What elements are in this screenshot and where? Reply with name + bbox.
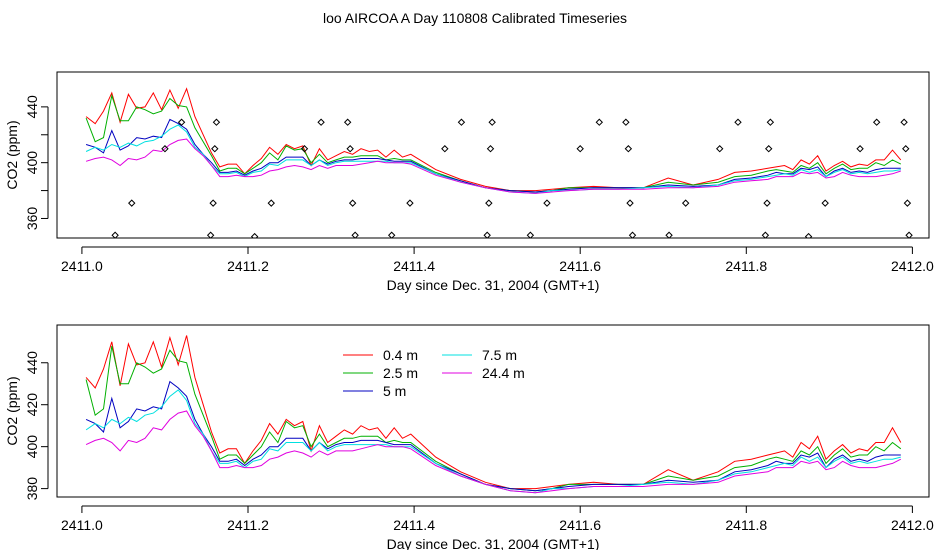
x-tick-label: 2411.4 [393,517,435,533]
data-point-marker [206,231,215,238]
y-tick-label: 420 [24,393,40,417]
series-line-7-5-m [85,124,901,194]
series-line-2-5-m [85,93,902,193]
data-point-marker [734,118,742,126]
x-tick-label: 2411.0 [61,517,103,533]
bottom-panel: 2411.0 2411.2 2411.4 2411.6 2411.8 2412.0 Day … [4,324,934,550]
data-point-marker [804,232,813,238]
y-axis-title: CO2 (ppm) [4,376,20,445]
data-point-marker [900,118,908,126]
data-point-marker [177,118,186,126]
series-line-5-m [85,380,901,492]
data-point-marker [457,118,466,126]
data-point-marker [348,199,357,207]
data-point-marker [161,145,169,153]
legend-label-2-5-m: 2.5 m [383,365,418,381]
data-point-marker [111,231,119,238]
data-point-marker [485,199,493,207]
x-tick-label: 2411.6 [559,517,601,533]
data-point-marker [766,118,775,126]
series-line-5-m [85,118,901,193]
data-point-marker [343,118,352,126]
x-tick-label: 2412.0 [891,258,934,274]
data-point-marker [483,231,491,238]
data-point-marker [209,199,217,207]
y-tick-label: 360 [24,207,40,231]
data-point-marker [488,118,496,126]
series-line-7-5-m [85,389,901,494]
data-point-marker [626,199,634,207]
page-title: loo AIRCOA A Day 110808 Calibrated Times… [322,10,627,26]
y-tick-label: 400 [24,435,40,459]
data-point-marker [624,145,633,153]
data-point-marker [346,145,354,153]
data-point-marker [628,231,637,238]
y-tick-label: 380 [24,477,40,501]
y-tick-label: 440 [24,95,40,119]
x-tick-label: 2411.4 [393,258,435,274]
series-line-24-4-m [85,410,902,494]
series-line-24-4-m [85,138,901,194]
data-point-marker [267,199,275,207]
legend-label-0-4-m: 0.4 m [383,347,418,363]
data-point-marker [665,231,673,238]
data-point-marker [300,145,309,153]
data-point-marker [856,145,864,153]
data-point-marker [211,145,219,153]
x-tick-label: 2411.8 [725,517,767,533]
plot-frame [56,71,930,239]
x-axis-title: Day since Dec. 31, 2004 (GMT+1) [387,536,600,550]
data-point-marker [317,118,325,126]
x-tick-label: 2411.8 [725,258,767,274]
data-point-marker [441,145,449,153]
plot-frame [56,324,930,498]
x-tick-label: 2411.2 [227,258,269,274]
data-point-marker [905,231,913,238]
data-point-marker [902,145,910,153]
y-tick-label: 400 [24,151,40,175]
series-line-2-5-m [85,345,902,492]
data-point-marker [681,199,690,207]
data-point-marker [872,118,881,126]
data-point-marker [761,231,770,238]
series-line-0-4-m [85,87,902,192]
data-point-marker [351,231,359,238]
x-axis-title: Day since Dec. 31, 2004 (GMT+1) [387,277,600,293]
data-point-marker [526,231,535,238]
data-point-marker [387,231,396,238]
legend-label-7-5-m: 7.5 m [482,347,517,363]
data-point-marker [576,145,584,153]
top-panel: 2411.0 2411.2 2411.4 2411.6 2411.8 2412.0 Day … [4,71,934,293]
data-point-marker [903,199,912,207]
data-point-marker [595,118,604,126]
plot-area [85,87,913,238]
x-tick-label: 2411.6 [559,258,601,274]
data-point-marker [543,199,551,207]
series-line-0-4-m [85,335,902,490]
data-point-marker [765,145,773,153]
x-tick-label: 2411.0 [61,258,103,274]
plot-area [85,335,902,494]
chart-legend: 0.4 m 2.5 m 5 m 7.5 m 24.4 m [343,347,525,399]
y-axis-title: CO2 (ppm) [4,120,20,189]
x-tick-label: 2411.2 [227,517,269,533]
data-point-marker [486,145,495,153]
data-point-marker [128,199,136,207]
data-point-marker [716,145,724,153]
data-point-marker [212,118,221,126]
data-point-marker [406,199,414,207]
data-point-marker [821,199,829,207]
data-point-marker [763,199,771,207]
x-tick-label: 2412.0 [891,517,934,533]
legend-label-5-m: 5 m [383,383,406,399]
data-point-marker [622,118,630,126]
legend-label-24-4-m: 24.4 m [482,365,525,381]
data-point-marker [250,232,259,238]
y-tick-label: 440 [24,351,40,375]
